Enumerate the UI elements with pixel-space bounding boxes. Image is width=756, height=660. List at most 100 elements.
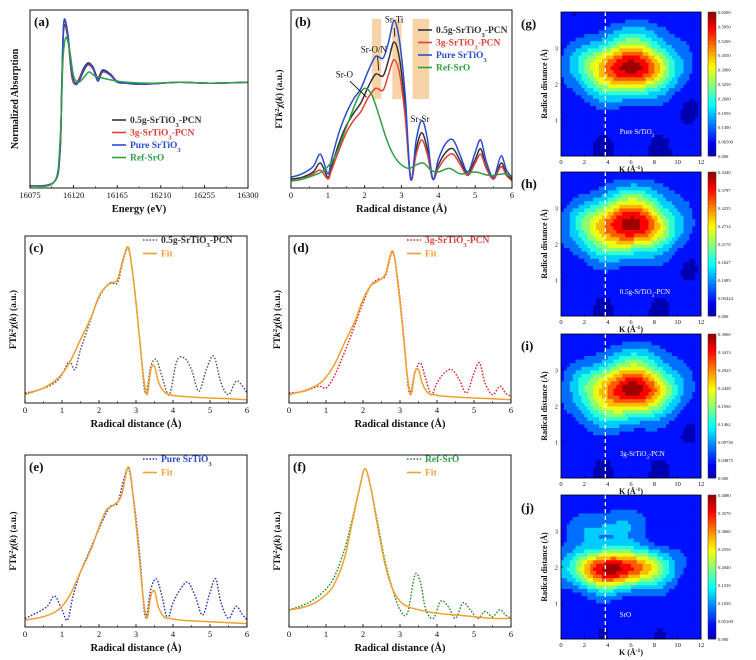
heat-cell xyxy=(668,269,673,274)
heat-cell xyxy=(619,15,623,20)
heat-cell xyxy=(616,152,620,157)
label-part: 3 xyxy=(206,242,210,249)
heat-cell xyxy=(686,265,690,270)
heat-cell xyxy=(677,254,681,259)
heat-cell xyxy=(660,94,664,99)
heat-cell xyxy=(598,66,603,70)
heat-cell xyxy=(636,456,641,461)
heat-cell xyxy=(625,251,629,256)
heat-cell xyxy=(683,84,687,88)
heat-cell xyxy=(677,190,681,194)
heat-cell xyxy=(631,434,635,439)
heat-cell xyxy=(622,22,626,27)
heat-cell xyxy=(566,424,571,428)
heat-cell xyxy=(657,442,661,446)
heat-cell xyxy=(625,141,629,146)
heat-cell xyxy=(622,141,626,146)
heat-cell xyxy=(695,48,699,52)
heat-cell xyxy=(598,48,603,52)
heat-cell xyxy=(683,272,687,277)
heat-cell xyxy=(598,175,603,180)
heat-cell xyxy=(657,262,661,266)
heat-cell xyxy=(666,474,670,479)
heat-cell xyxy=(666,172,670,176)
heat-cell xyxy=(698,76,702,81)
heat-cell xyxy=(671,294,676,299)
heat-cell xyxy=(578,152,582,157)
heat-cell xyxy=(610,445,614,450)
heat-cell xyxy=(636,204,641,209)
heat-cell xyxy=(590,272,594,277)
heat-cell xyxy=(698,290,702,295)
heat-cell xyxy=(677,283,681,288)
heat-cell xyxy=(663,200,667,205)
heat-cell xyxy=(622,15,626,20)
heat-cell xyxy=(633,44,638,49)
heat-cell xyxy=(633,233,638,238)
heat-cell xyxy=(628,226,632,230)
heat-cell xyxy=(648,269,652,274)
heat-cell xyxy=(566,251,571,256)
heat-cell xyxy=(671,22,676,27)
heat-cell xyxy=(648,130,652,135)
heat-cell xyxy=(566,58,571,63)
colorbar-tick-label: 0.6500 xyxy=(718,10,731,15)
heat-cell xyxy=(677,145,681,150)
heat-cell xyxy=(619,218,623,223)
heat-cell xyxy=(680,305,684,310)
heat-cell xyxy=(625,222,629,227)
y-axis-label: Radical distance (Å) xyxy=(540,49,549,119)
heat-cell xyxy=(633,215,638,220)
heat-cell xyxy=(578,73,582,78)
heat-cell xyxy=(613,287,617,292)
heat-cell xyxy=(593,123,597,128)
heat-cell xyxy=(648,431,652,436)
heat-cell xyxy=(607,442,611,446)
heat-cell xyxy=(692,431,696,436)
heat-cell xyxy=(686,69,690,74)
heat-cell xyxy=(648,276,652,281)
heat-cell xyxy=(561,200,565,205)
heat-cell xyxy=(575,40,579,45)
label-part: -1 xyxy=(636,165,641,171)
label-part: 3 xyxy=(175,122,179,129)
heat-cell xyxy=(651,123,655,128)
heat-cell xyxy=(613,33,617,38)
heat-cell xyxy=(575,127,579,132)
heat-cell xyxy=(563,19,568,24)
heat-cell xyxy=(686,19,690,24)
heat-cell xyxy=(616,456,620,461)
heat-cell xyxy=(581,172,585,176)
heat-cell xyxy=(584,254,588,259)
heat-cell xyxy=(695,301,699,306)
heat-cell xyxy=(628,312,632,317)
heat-cell xyxy=(677,30,681,34)
heat-cell xyxy=(607,120,611,124)
heat-cell xyxy=(587,427,591,432)
heat-cell xyxy=(601,58,606,63)
heat-cell xyxy=(598,308,603,313)
heat-cell xyxy=(680,62,684,67)
heat-cell xyxy=(666,467,670,472)
heat-cell xyxy=(651,218,655,223)
heat-cell xyxy=(671,69,676,74)
heat-cell xyxy=(566,182,571,187)
heat-cell xyxy=(619,152,623,157)
heat-cell xyxy=(677,58,681,63)
heat-cell xyxy=(619,120,623,124)
heat-cell xyxy=(578,98,582,103)
heat-cell xyxy=(616,26,620,31)
x-tick-label: 2 xyxy=(583,319,586,326)
heat-cell xyxy=(660,467,664,472)
heat-cell xyxy=(584,434,588,439)
heat-cell xyxy=(596,294,600,299)
heat-cell xyxy=(671,265,676,270)
heat-cell xyxy=(660,298,664,302)
heat-cell xyxy=(619,112,623,117)
heat-cell xyxy=(598,94,603,99)
heat-cell xyxy=(598,265,603,270)
heat-cell xyxy=(648,172,652,176)
heat-cell xyxy=(572,269,576,274)
heat-cell xyxy=(581,301,585,306)
heat-cell xyxy=(569,51,574,56)
